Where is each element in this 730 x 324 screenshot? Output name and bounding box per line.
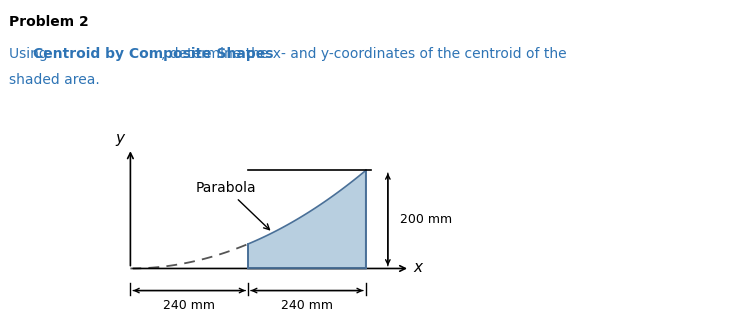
Text: x: x [414,260,423,274]
Text: , determine the x- and y-coordinates of the centroid of the: , determine the x- and y-coordinates of … [161,47,567,61]
Text: shaded area.: shaded area. [9,73,100,87]
Text: Problem 2: Problem 2 [9,15,89,29]
Text: Centroid by Composite Shapes: Centroid by Composite Shapes [33,47,273,61]
Polygon shape [248,170,366,269]
Text: Using: Using [9,47,53,61]
Text: 240 mm: 240 mm [281,299,333,312]
Text: 240 mm: 240 mm [164,299,215,312]
Text: Parabola: Parabola [196,181,269,230]
Text: y: y [115,131,124,146]
Text: 200 mm: 200 mm [400,213,452,226]
